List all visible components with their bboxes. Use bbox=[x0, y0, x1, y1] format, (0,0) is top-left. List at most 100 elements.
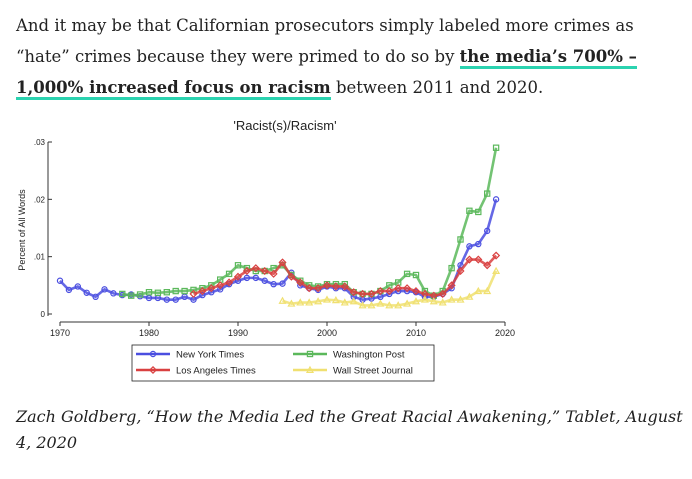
series-line-new-york-times bbox=[59, 198, 498, 301]
paragraph-text-before: And it may be that Californian prosecuto… bbox=[16, 16, 634, 66]
data-point bbox=[305, 298, 314, 306]
legend-item: Wall Street Journal bbox=[293, 366, 413, 377]
data-point bbox=[447, 281, 456, 290]
media-focus-link[interactable]: the media’s 700% – 1,000% increased focu… bbox=[16, 47, 637, 100]
data-point bbox=[358, 301, 367, 309]
x-tick-label: 2010 bbox=[406, 328, 426, 338]
legend-label: New York Times bbox=[176, 350, 244, 361]
data-point bbox=[207, 284, 216, 293]
legend-item: New York Times bbox=[136, 350, 244, 361]
legend-marker bbox=[306, 350, 314, 358]
data-point bbox=[475, 240, 482, 248]
data-point bbox=[216, 286, 224, 293]
data-point bbox=[322, 295, 332, 303]
data-point bbox=[92, 293, 99, 300]
data-point bbox=[367, 301, 376, 309]
chart-axes: 0 .01 .02 .03 1970 1980 1990 2000 2010 2020 bbox=[34, 138, 515, 338]
data-point bbox=[172, 296, 179, 303]
data-point bbox=[492, 196, 500, 203]
data-point bbox=[456, 266, 465, 276]
data-point bbox=[305, 284, 314, 293]
data-point bbox=[385, 287, 394, 296]
series-washington-post bbox=[119, 144, 500, 299]
data-point bbox=[145, 289, 153, 296]
data-point bbox=[368, 295, 375, 302]
data-point bbox=[358, 289, 367, 298]
legend-item: Washington Post bbox=[293, 350, 405, 361]
line-chart: 'Racist(s)/Racism' Percent of All Words … bbox=[17, 118, 515, 382]
data-point bbox=[394, 284, 403, 293]
data-point bbox=[403, 284, 412, 293]
data-point bbox=[127, 292, 135, 299]
data-point bbox=[163, 296, 170, 303]
series-los-angeles-times bbox=[189, 251, 501, 300]
legend-item: Los Angeles Times bbox=[136, 366, 256, 377]
legend-marker bbox=[305, 365, 315, 373]
x-tick-label: 1970 bbox=[50, 328, 70, 338]
data-point bbox=[438, 298, 447, 306]
data-point bbox=[216, 281, 225, 290]
data-point bbox=[411, 297, 421, 305]
y-tick-label: 0 bbox=[41, 310, 46, 319]
data-point bbox=[367, 289, 376, 298]
data-point bbox=[385, 301, 394, 309]
data-point bbox=[457, 236, 464, 243]
data-point bbox=[279, 280, 286, 287]
chart-title: 'Racist(s)/Racism' bbox=[233, 118, 336, 133]
data-point bbox=[429, 297, 438, 305]
data-point bbox=[208, 289, 215, 296]
data-point bbox=[403, 299, 412, 307]
chart-series bbox=[56, 144, 501, 309]
y-tick-label: .02 bbox=[34, 195, 46, 204]
data-point bbox=[492, 144, 500, 151]
data-point bbox=[394, 301, 403, 309]
data-point bbox=[438, 289, 447, 298]
data-point bbox=[163, 289, 170, 296]
data-point bbox=[270, 280, 277, 288]
data-point bbox=[492, 251, 501, 260]
x-tick-label: 2020 bbox=[495, 328, 515, 338]
data-point bbox=[296, 278, 305, 287]
data-point bbox=[331, 282, 340, 291]
data-point bbox=[233, 272, 243, 281]
data-point bbox=[484, 190, 491, 197]
data-point bbox=[74, 283, 82, 290]
x-tick-label: 1980 bbox=[139, 328, 159, 338]
data-point bbox=[198, 287, 207, 296]
chart-legend: New York Times Los Angeles Times Washingto… bbox=[131, 344, 435, 382]
data-point bbox=[340, 282, 349, 291]
data-point bbox=[466, 243, 473, 250]
paragraph-text-after: between 2011 and 2020. bbox=[330, 78, 544, 97]
data-point bbox=[411, 287, 421, 296]
data-point bbox=[65, 286, 73, 294]
data-point bbox=[465, 292, 474, 300]
data-point bbox=[492, 266, 501, 274]
body-paragraph: And it may be that Californian prosecuto… bbox=[16, 10, 686, 103]
data-point bbox=[314, 297, 323, 305]
data-point bbox=[465, 255, 474, 264]
data-point bbox=[376, 299, 385, 307]
series-wall-street-journal bbox=[278, 266, 501, 309]
data-point bbox=[483, 261, 492, 270]
data-point bbox=[190, 286, 197, 294]
data-point bbox=[466, 207, 473, 214]
data-point bbox=[483, 286, 492, 295]
data-point bbox=[403, 270, 411, 278]
y-axis-label: Percent of All Words bbox=[17, 189, 27, 271]
data-point bbox=[296, 298, 305, 306]
data-point bbox=[119, 290, 126, 298]
data-point bbox=[349, 297, 358, 305]
data-point bbox=[172, 287, 179, 295]
data-point bbox=[287, 299, 296, 307]
data-point bbox=[136, 291, 144, 298]
data-point bbox=[260, 266, 269, 276]
series-new-york-times bbox=[56, 196, 500, 303]
data-point bbox=[251, 264, 260, 273]
data-point bbox=[278, 258, 287, 267]
x-tick-label: 1990 bbox=[228, 328, 248, 338]
data-point bbox=[101, 286, 108, 293]
data-point bbox=[269, 269, 278, 278]
chart-figure: 'Racist(s)/Racism' Percent of All Words … bbox=[10, 108, 530, 383]
data-point bbox=[287, 272, 296, 281]
legend-marker bbox=[149, 350, 157, 358]
